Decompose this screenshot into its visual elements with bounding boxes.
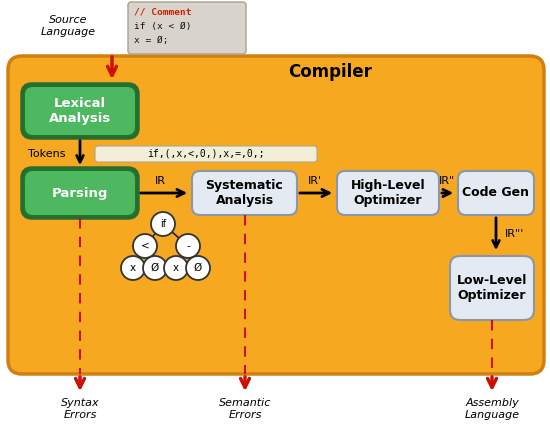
Circle shape — [133, 234, 157, 258]
FancyBboxPatch shape — [337, 171, 439, 215]
FancyBboxPatch shape — [450, 256, 534, 320]
Text: Parsing: Parsing — [52, 187, 108, 199]
Text: Systematic
Analysis: Systematic Analysis — [206, 179, 283, 207]
Text: <: < — [141, 241, 150, 251]
Text: Assembly
Language: Assembly Language — [464, 398, 520, 420]
Text: Lexical
Analysis: Lexical Analysis — [49, 97, 111, 125]
Text: Syntax
Errors: Syntax Errors — [60, 398, 100, 420]
Circle shape — [164, 256, 188, 280]
Circle shape — [151, 212, 175, 236]
FancyBboxPatch shape — [192, 171, 297, 215]
Text: if (x < Ø): if (x < Ø) — [134, 21, 191, 31]
Text: Source
Language: Source Language — [41, 15, 96, 37]
Text: Ø: Ø — [194, 263, 202, 273]
FancyBboxPatch shape — [22, 168, 138, 218]
Text: // Comment: // Comment — [134, 8, 191, 17]
Text: Compiler: Compiler — [288, 63, 372, 81]
FancyBboxPatch shape — [8, 56, 544, 374]
Text: x = Ø;: x = Ø; — [134, 35, 168, 44]
Text: Semantic
Errors: Semantic Errors — [219, 398, 271, 420]
Circle shape — [143, 256, 167, 280]
Circle shape — [176, 234, 200, 258]
Text: Code Gen: Code Gen — [463, 187, 530, 199]
Text: IR"': IR"' — [505, 229, 524, 239]
Circle shape — [186, 256, 210, 280]
Text: High-Level
Optimizer: High-Level Optimizer — [351, 179, 425, 207]
FancyBboxPatch shape — [458, 171, 534, 215]
FancyBboxPatch shape — [25, 87, 135, 135]
FancyBboxPatch shape — [128, 2, 246, 54]
FancyBboxPatch shape — [95, 146, 317, 162]
Text: Ø: Ø — [151, 263, 159, 273]
Text: IR': IR' — [308, 176, 322, 186]
Text: x: x — [130, 263, 136, 273]
Text: if,(,x,<,0,),x,=,0,;: if,(,x,<,0,),x,=,0,; — [147, 149, 265, 159]
Text: -: - — [186, 241, 190, 251]
Text: IR: IR — [155, 176, 166, 186]
FancyBboxPatch shape — [22, 84, 138, 138]
Circle shape — [121, 256, 145, 280]
Text: Low-Level
Optimizer: Low-Level Optimizer — [457, 274, 527, 302]
Text: if: if — [160, 219, 166, 229]
FancyBboxPatch shape — [25, 171, 135, 215]
Text: x: x — [173, 263, 179, 273]
Text: Tokens: Tokens — [28, 149, 65, 159]
Text: IR": IR" — [439, 176, 455, 186]
